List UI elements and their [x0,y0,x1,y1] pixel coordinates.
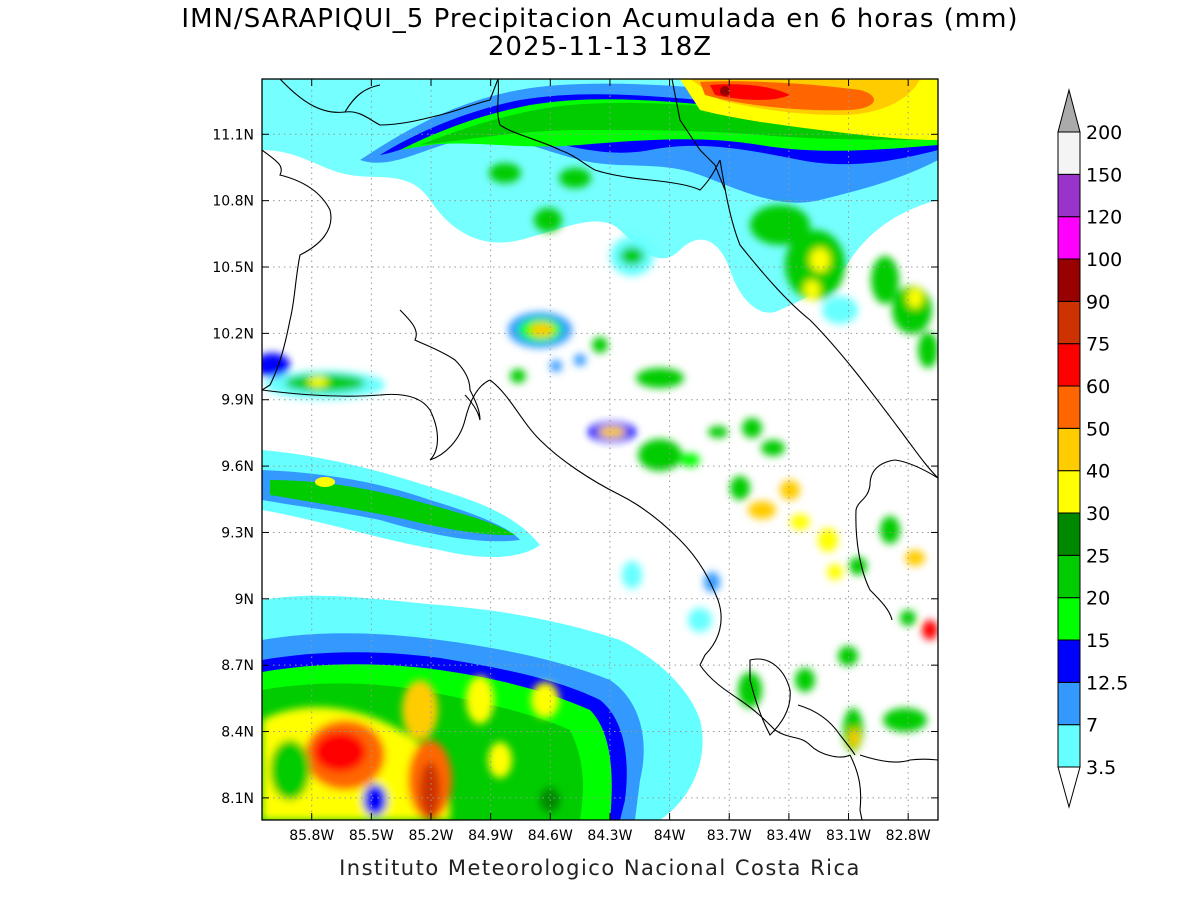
colorbar-swatch [1057,173,1081,218]
lat-tick-label: 10.5N [212,260,254,276]
colorbar-label: 60 [1086,376,1110,398]
lon-tick-label: 85.5W [349,828,394,844]
colorbar-label: 12.5 [1086,672,1128,694]
coastline-borders [262,79,938,820]
lon-tick-label: 85.2W [408,828,453,844]
lat-tick-label: 11.1N [212,127,254,143]
latitude-axis: 11.1N 10.8N 10.5N 10.2N 9.9N 9.6N 9.3N 9N 8.7N 8.… [212,127,938,807]
lat-tick-label: 8.4N [221,725,254,741]
colorbar-swatch [1057,597,1081,641]
colorbar-label: 7 [1086,715,1098,737]
colorbar-label: 200 [1086,122,1122,144]
lon-tick-label: 83.1W [826,828,871,844]
colorbar-bottom-triangle [1057,766,1081,809]
lon-tick-label: 84.6W [528,828,573,844]
colorbar-swatch [1057,470,1081,514]
lat-tick-label: 10.8N [212,194,254,210]
lat-tick-label: 8.1N [221,791,254,807]
longitude-axis: 85.8W 85.5W 85.2W 84.9W 84.6W 84.3W 84W 83.7W 83… [289,79,931,844]
precipitation-field [262,79,938,820]
colorbar-label: 90 [1086,291,1110,313]
colorbar-swatch [1057,639,1081,683]
colorbar-legend: 3.5 7 12.5 15 20 25 30 40 50 60 75 90 100 120 150 200 [1057,88,1128,809]
colorbar-swatch [1057,258,1081,302]
colorbar-label: 120 [1086,207,1122,229]
colorbar-swatch [1057,427,1081,472]
lon-tick-label: 83.7W [707,828,752,844]
central-cells [262,163,938,752]
colorbar-swatch [1057,724,1081,768]
lat-tick-label: 9.9N [221,393,254,409]
map-subtitle-date: 2025-11-13 18Z [487,32,713,62]
northeast-cells [750,205,938,368]
colorbar-label: 25 [1086,545,1110,567]
lat-tick-label: 9.3N [221,525,254,541]
colorbar-swatch [1057,216,1081,260]
lon-tick-label: 85.8W [289,828,334,844]
lon-tick-label: 82.8W [886,828,931,844]
lat-tick-label: 9N [235,592,254,608]
lat-tick-label: 10.2N [212,326,254,342]
colorbar-label: 50 [1086,418,1110,440]
lat-tick-label: 8.7N [221,658,254,674]
colorbar-label: 15 [1086,630,1110,652]
colorbar-label: 30 [1086,503,1110,525]
colorbar-swatch [1057,385,1081,429]
colorbar-swatch [1057,554,1081,599]
lon-tick-label: 83.4W [766,828,811,844]
lon-tick-label: 84W [654,828,686,844]
colorbar-top-triangle [1057,88,1081,133]
colorbar-label: 20 [1086,588,1110,610]
colorbar-label: 75 [1086,334,1110,356]
lon-tick-label: 84.9W [468,828,513,844]
colorbar-swatch [1057,131,1081,175]
colorbar-label: 100 [1086,249,1122,271]
colorbar-label: 40 [1086,461,1110,483]
colorbar-swatch [1057,300,1081,345]
colorbar-label: 3.5 [1086,757,1116,779]
map-frame [261,78,939,821]
footer-institution: Instituto Meteorologico Nacional Costa R… [339,856,861,880]
lat-tick-label: 9.6N [221,459,254,475]
colorbar-swatch [1057,343,1081,387]
lon-tick-label: 84.3W [587,828,632,844]
colorbar-swatch [1057,681,1081,726]
map-title: IMN/SARAPIQUI_5 Precipitacion Acumulada … [181,4,1019,34]
colorbar-swatch [1057,512,1081,556]
colorbar-label: 150 [1086,164,1122,186]
